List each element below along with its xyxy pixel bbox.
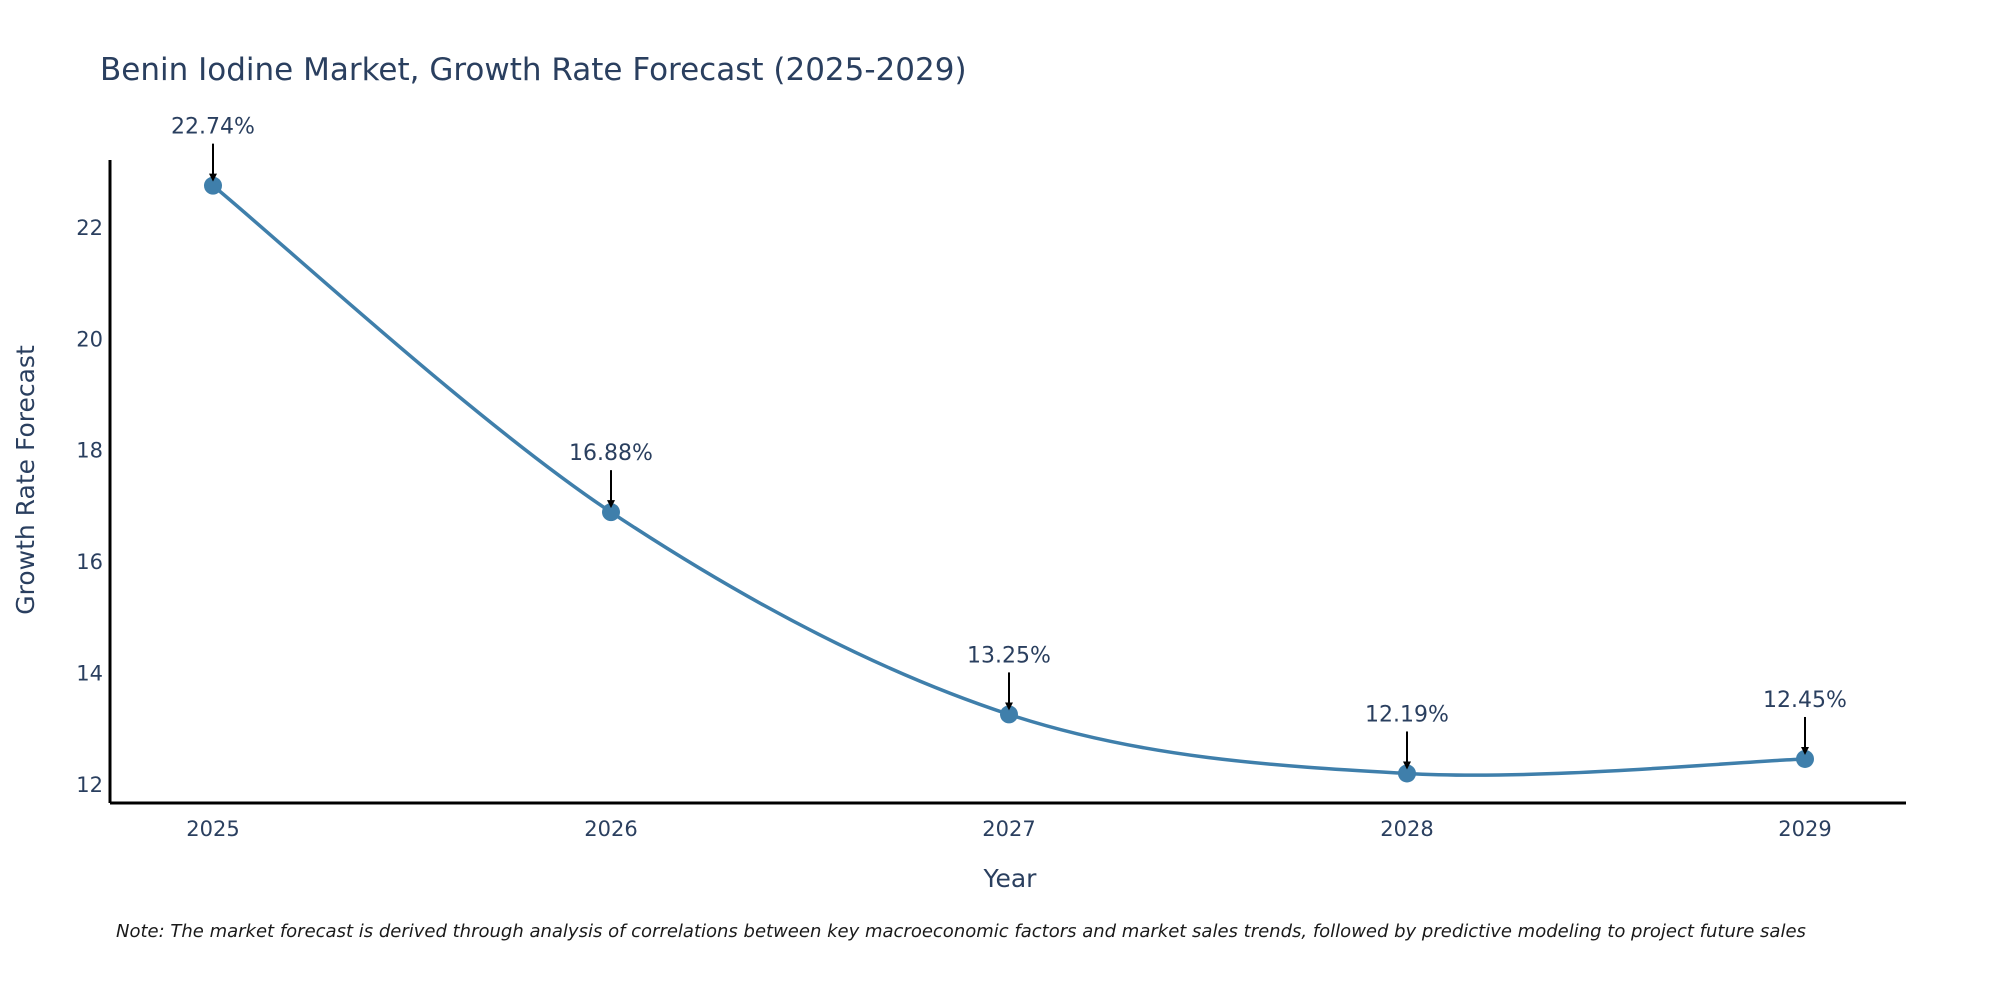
data-label: 12.19% (1365, 702, 1449, 727)
data-point (1796, 749, 1814, 768)
data-point (602, 503, 620, 522)
y-tick-label: 14 (76, 662, 103, 686)
data-label: 16.88% (569, 441, 653, 466)
y-tick-label: 18 (76, 439, 103, 463)
data-point (204, 176, 222, 195)
chart-title: Benin Iodine Market, Growth Rate Forecas… (100, 52, 967, 88)
y-tick-label: 22 (76, 216, 103, 240)
y-tick-label: 20 (76, 327, 103, 351)
x-tick-labels: 2025 2026 2027 2028 2029 (186, 817, 1831, 841)
x-tick-label: 2027 (982, 817, 1035, 841)
data-label: 12.45% (1763, 688, 1847, 713)
y-tick-label: 12 (76, 773, 103, 797)
data-annotations: 22.74% 16.88% 13.25% 12.19% 12.45% (171, 115, 1847, 770)
x-tick-label: 2025 (186, 817, 239, 841)
x-axis-title: Year (983, 864, 1038, 893)
data-point (1398, 764, 1416, 783)
data-label: 22.74% (171, 115, 255, 140)
data-point (1000, 705, 1018, 724)
data-label: 13.25% (967, 643, 1051, 668)
y-tick-labels: 12 14 16 18 20 22 (76, 216, 103, 797)
series-line (211, 184, 1806, 777)
y-tick-label: 16 (76, 550, 103, 574)
data-points (204, 176, 1814, 783)
footnote: Note: The market forecast is derived thr… (116, 921, 1806, 942)
x-tick-label: 2026 (584, 817, 637, 841)
x-tick-label: 2028 (1380, 817, 1433, 841)
y-axis-title: Growth Rate Forecast (11, 345, 40, 615)
x-tick-label: 2029 (1778, 817, 1831, 841)
